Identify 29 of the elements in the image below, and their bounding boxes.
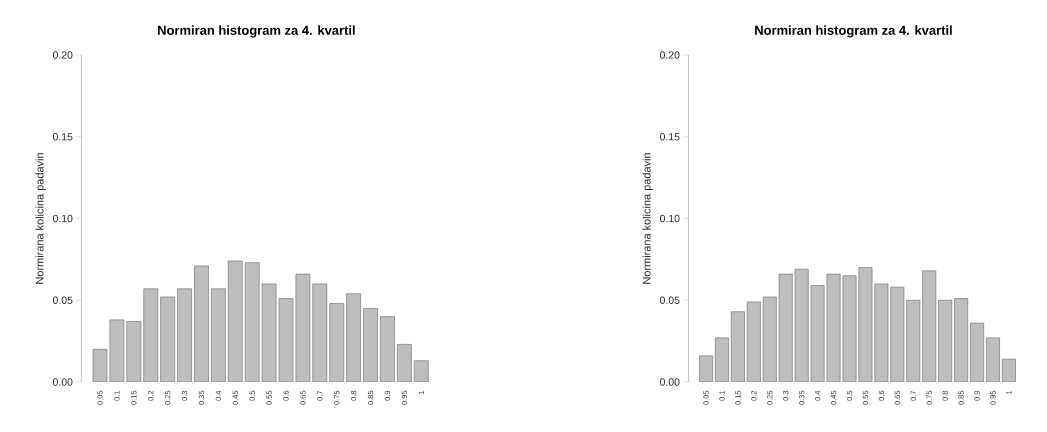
chart-title: Normiran histogram za 4. kvartil [158, 25, 355, 38]
bar [329, 303, 344, 382]
y-tick-label: 0.00 [52, 378, 73, 386]
y-tick-label: 0.10 [52, 214, 73, 223]
y-axis-title: Normirana kolicina padavin [35, 153, 46, 284]
bar [126, 321, 142, 382]
bar [380, 316, 395, 382]
y-tick-label: 0.15 [660, 133, 680, 141]
bar [922, 270, 937, 382]
chart-title: Normiran histogram za 4. kvartil [755, 25, 952, 38]
bar [143, 288, 159, 382]
y-tick-label: 0.10 [660, 214, 680, 223]
y-tick-label: 0.05 [660, 296, 680, 304]
bar [346, 293, 361, 382]
bar [244, 262, 260, 382]
bar [160, 296, 175, 382]
bar [177, 288, 192, 382]
y-tick-label: 0.15 [52, 133, 73, 141]
bar [227, 260, 243, 382]
bar [858, 267, 873, 382]
y-axis-title: Normirana kolicina padavin [642, 153, 653, 284]
bar [211, 288, 226, 382]
y-tick-label: 0.20 [660, 51, 680, 59]
y-tick-label: 0.20 [52, 51, 73, 59]
bar [194, 265, 209, 382]
y-tick-label: 0.05 [52, 296, 73, 304]
bar [363, 308, 378, 382]
y-tick-label: 0.00 [660, 378, 680, 386]
bar [312, 283, 328, 382]
